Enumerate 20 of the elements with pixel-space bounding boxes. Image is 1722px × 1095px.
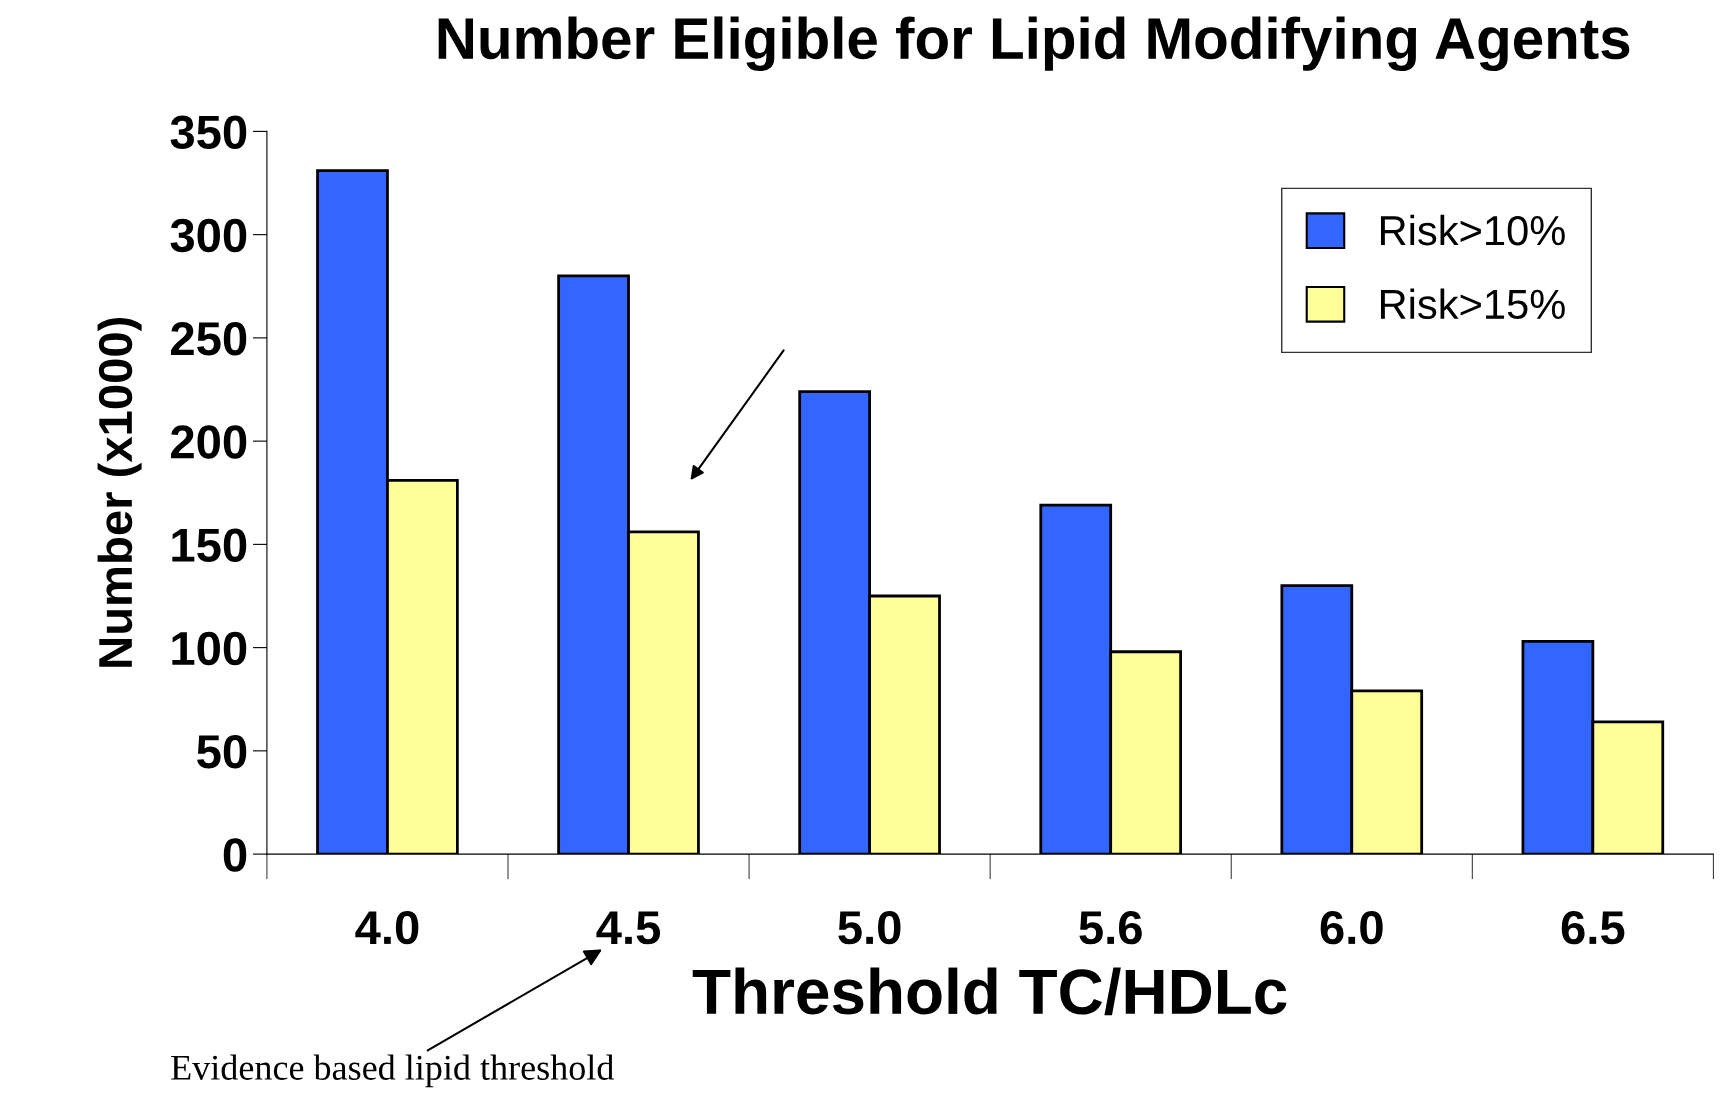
x-tick-label: 4.0 [355,910,419,945]
legend-label: Risk>10% [1380,214,1565,246]
text: Evidence based lipid threshold [171,1054,614,1088]
x-tick-label: 6.0 [1320,910,1383,945]
y-tick-label: 200 [171,425,247,459]
y-tick-label: 250 [171,322,247,356]
y-tick-label: 0 [223,838,247,872]
x-tick-label: 6.5 [1561,910,1625,945]
chart-title: Number Eligible for Lipid Modifying Agents [438,16,1630,72]
y-tick-label: 50 [197,734,247,769]
y-tick-label: 300 [170,218,247,253]
y-tick-label: 100 [172,631,247,666]
x-axis-title: Threshold TC/HDLc [692,967,1287,1016]
legend-label: Risk>15% [1380,288,1565,320]
x-tick-label: 5.6 [1079,910,1142,945]
y-tick-label: 150 [172,528,247,562]
y-tick-label: 350 [170,115,247,150]
x-tick-label: 4.5 [596,911,661,945]
y-axis-title: Number (x1000) [97,317,142,667]
x-tick-label: 5.0 [838,910,901,945]
